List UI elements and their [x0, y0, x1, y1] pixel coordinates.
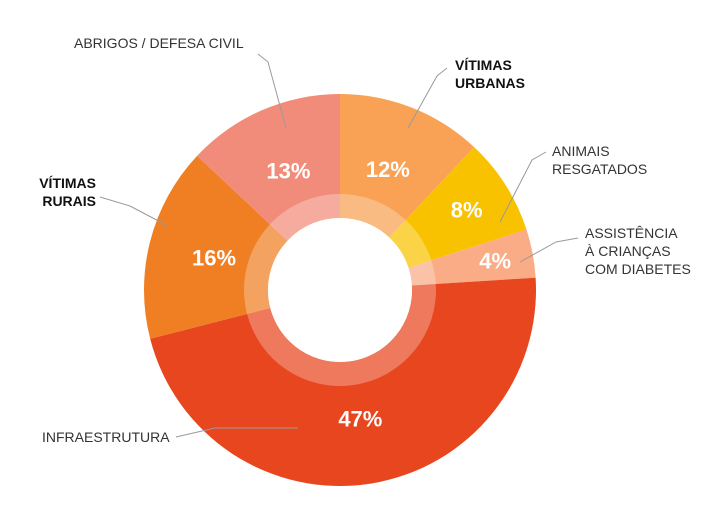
leader-line-animais-resgatados: [499, 151, 547, 223]
slice-value-vitimas-urbanas: 12%: [366, 157, 410, 182]
donut-hole: [268, 218, 412, 362]
slice-abrigos-defesa-civil[interactable]: [197, 94, 340, 241]
slice-value-animais-resgatados: 8%: [451, 198, 483, 223]
leader-line-vitimas-rurais: [99, 196, 169, 227]
leader-line-vitimas-urbanas: [407, 67, 448, 129]
leader-line-infraestrutura: [175, 427, 298, 438]
slices: [144, 94, 536, 486]
slice-labels: 12% 8% 4% 47% 16% 13%: [192, 157, 511, 431]
ring-vitimas-rurais: [244, 224, 288, 314]
slice-value-infraestrutura: 47%: [338, 406, 382, 431]
callout-vitimas-urbanas: VÍTIMAS URBANAS: [455, 57, 525, 91]
slice-animais-resgatados[interactable]: [389, 147, 527, 268]
slice-infraestrutura[interactable]: [150, 277, 536, 486]
callout-assistencia-a-criancas-com-diabetes: ASSISTÊNCIA À CRIANÇAS COM DIABETES: [585, 225, 691, 277]
slice-value-assistencia-a-criancas-com-diabetes: 4%: [479, 248, 511, 273]
leader-line-assistencia-a-criancas-com-diabetes: [519, 237, 579, 263]
ring-assistencia-a-criancas-com-diabetes: [408, 260, 436, 286]
slice-value-abrigos-defesa-civil: 13%: [266, 159, 310, 184]
slice-assistencia-a-criancas-com-diabetes[interactable]: [408, 229, 536, 286]
ring-abrigos-defesa-civil: [270, 194, 340, 241]
callout-vitimas-rurais: VÍTIMAS RURAIS: [39, 175, 96, 209]
leader-line-abrigos-defesa-civil: [257, 53, 287, 129]
callout-infraestrutura: INFRAESTRUTURA: [42, 429, 170, 445]
callout-abrigos-defesa-civil: ABRIGOS / DEFESA CIVIL: [74, 35, 244, 51]
slice-vitimas-urbanas[interactable]: [340, 94, 475, 238]
slice-value-vitimas-rurais: 16%: [192, 246, 236, 271]
ring-vitimas-urbanas: [340, 194, 406, 238]
callout-animais-resgatados: ANIMAIS RESGATADOS: [552, 143, 647, 177]
ring-infraestrutura: [247, 283, 437, 387]
inner-ring: [244, 194, 437, 387]
ring-animais-resgatados: [389, 220, 432, 268]
callouts: VÍTIMAS URBANAS ANIMAIS RESGATADOS ASSISTÊNC…: [39, 35, 691, 445]
slice-vitimas-rurais[interactable]: [144, 155, 288, 339]
